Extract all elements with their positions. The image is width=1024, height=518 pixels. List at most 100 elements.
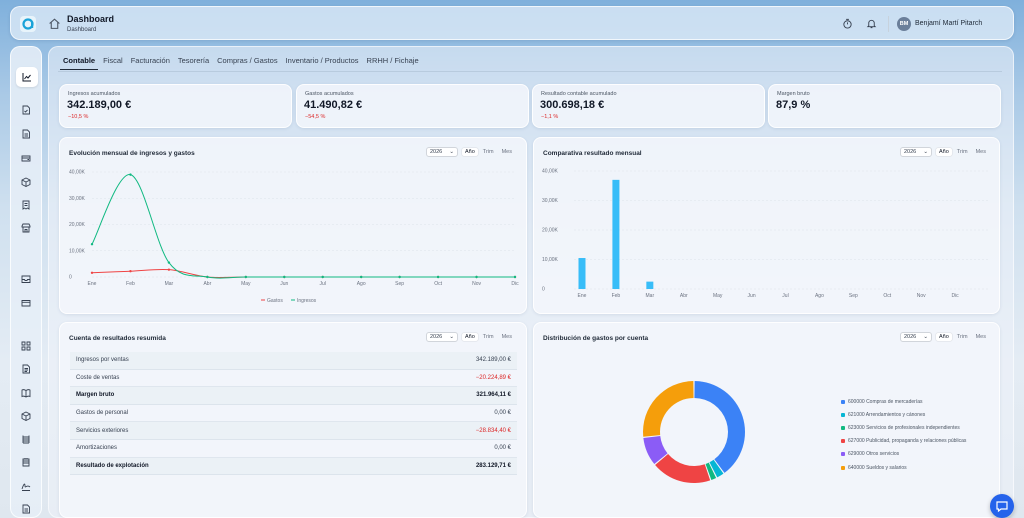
tab-tesoreria[interactable]: Tesorería [177,56,210,65]
x-tick-label: Jul [782,293,788,299]
period-toggle: Año Trim Mes [936,148,989,156]
app-logo-icon[interactable] [20,16,36,32]
legend-swatch [841,399,845,404]
x-tick-label: Oct [883,293,891,299]
tab-compras-gastos[interactable]: Compras / Gastos [217,56,278,65]
chevron-down-icon: ⌄ [449,149,454,155]
pie-slice [643,435,668,465]
kpi-delta: −1,1 % [541,114,559,120]
series-line-gastos [91,268,515,279]
kpi-delta: −10,5 % [68,114,89,120]
y-tick-label: 30,00K [542,198,559,204]
kpi-card-gastos: Gastos acumulados 41.490,82 € −54,5 % [296,84,529,128]
kpi-card-margen: Margen bruto 87,9 % [768,84,1001,128]
chat-button[interactable] [990,494,1014,518]
tab-facturacion[interactable]: Facturación [130,56,170,65]
avatar[interactable]: BM [897,17,911,31]
row-label: Margen bruto [76,392,115,399]
sidebar-item-store[interactable] [21,223,33,235]
x-tick-label: Feb [126,281,135,287]
period-controls: 2026 ⌄ Año Trim Mes [426,147,515,157]
sidebar-item-receipts[interactable] [21,200,33,212]
period-quarter-button[interactable]: Trim [956,334,968,340]
pie-slice [694,381,746,473]
x-tick-label: Abr [680,293,688,299]
table-row: Resultado de explotación 283.129,71 € [70,457,517,476]
kpi-label: Margen bruto [777,91,810,97]
home-icon[interactable] [48,17,61,30]
pie-slice [709,459,724,478]
legend-label: Gastos [267,298,283,304]
sidebar-item-files[interactable] [21,504,33,516]
row-label: Ingresos por ventas [76,357,129,364]
bar [612,179,620,289]
period-month-button[interactable]: Mes [975,334,986,340]
period-quarter-button[interactable]: Trim [482,149,494,155]
receipt-icon [22,200,30,210]
sidebar-item-manual[interactable] [21,388,33,400]
row-value: 321.964,11 € [476,392,511,399]
tab-fiscal[interactable]: Fiscal [103,56,123,65]
breadcrumb: Dashboard [67,27,97,33]
data-point [398,275,401,279]
sidebar-item-payments[interactable] [21,153,33,165]
period-year-button[interactable]: Año [462,333,478,341]
x-tick-label: Jul [320,281,326,287]
row-label: Coste de ventas [76,374,120,381]
year-select[interactable]: 2026 ⌄ [900,332,932,342]
user-name[interactable]: Benjamí Martí Pitarch [915,20,983,27]
grid-icon [21,341,31,351]
data-point [90,271,94,274]
kpi-value: 41.490,82 € [304,99,363,111]
bar [646,281,654,289]
x-tick-label: Ago [357,281,366,287]
kpi-label: Ingresos acumulados [68,91,121,97]
y-tick-label: 40,00K [69,170,86,176]
sidebar-item-bank[interactable] [21,274,33,286]
year-select[interactable]: 2026 ⌄ [426,332,458,342]
period-controls: 2026 ⌄ Año Trim Mes [426,332,515,342]
period-month-button[interactable]: Mes [501,149,512,155]
y-tick-label: 10,00K [69,248,86,254]
sidebar-item-ledger[interactable] [21,457,33,469]
sidebar-item-dashboard[interactable] [16,67,38,87]
x-tick-label: Oct [434,281,442,287]
period-quarter-button[interactable]: Trim [482,334,494,340]
tab-contable[interactable]: Contable [60,56,99,70]
sidebar-item-products[interactable] [21,177,33,189]
sidebar-item-reports[interactable] [21,364,33,376]
period-month-button[interactable]: Mes [501,334,512,340]
period-month-button[interactable]: Mes [975,149,986,155]
bell-icon[interactable] [866,18,877,29]
table-row: Margen bruto 321.964,11 € [70,387,517,405]
chat-icon [996,501,1008,513]
data-point [90,242,94,246]
sidebar-item-stack[interactable] [21,434,33,446]
sidebar-item-signature[interactable] [21,481,33,493]
coins-icon [22,435,30,444]
year-select[interactable]: 2026 ⌄ [426,147,458,157]
sidebar-item-apps[interactable] [21,341,33,353]
card-title: Evolución mensual de ingresos y gastos [69,150,195,157]
sidebar-item-invoices[interactable] [21,105,33,117]
period-year-button[interactable]: Año [462,148,478,156]
tab-inventario-productos[interactable]: Inventario / Productos [285,56,359,65]
legend-swatch [841,412,845,417]
period-year-button[interactable]: Año [936,148,952,156]
tab-rrhh-fichaje[interactable]: RRHH / Fichaje [366,56,419,65]
table-row: Gastos de personal 0,00 € [70,405,517,423]
sidebar-item-documents[interactable] [21,129,33,141]
period-year-button[interactable]: Año [936,333,952,341]
signature-icon [21,483,31,491]
data-point [283,275,286,279]
row-value: −20.224,89 € [475,374,511,381]
kpi-card-resultado: Resultado contable acumulado 300.698,18 … [532,84,765,128]
legend-item: 621000 Arrendamientos y cánones [841,408,966,421]
year-select[interactable]: 2026 ⌄ [900,147,932,157]
stopwatch-icon[interactable] [842,18,853,29]
period-quarter-button[interactable]: Trim [956,149,968,155]
sidebar-item-cards[interactable] [21,298,33,310]
row-label: Gastos de personal [76,410,129,417]
donut-legend: 600000 Compras de mercaderías 621000 Arre… [841,395,966,474]
sidebar-item-inventory[interactable] [21,411,33,423]
